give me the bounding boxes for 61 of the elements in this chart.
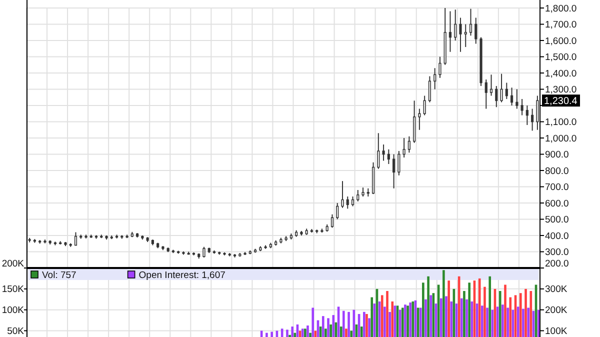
candlestick: [520, 98, 524, 116]
candlestick: [454, 9, 457, 41]
y2-tick-label: 300K: [545, 284, 568, 296]
legend-label: Open Interest: 1,607: [138, 270, 226, 281]
candlestick: [356, 190, 360, 202]
candlestick: [438, 56, 442, 78]
y-tick-label: 150K: [2, 284, 25, 296]
candlestick: [402, 138, 406, 158]
candlestick: [464, 24, 467, 48]
candlestick: [510, 87, 514, 106]
candlestick: [74, 232, 78, 246]
candlestick: [341, 180, 344, 208]
y-tick-label: 1,000.0: [545, 133, 577, 144]
y-tick-label: 600.0: [545, 198, 569, 210]
y-tick-label: 1,300.0: [545, 84, 577, 96]
candlestick: [448, 10, 452, 52]
candlestick: [531, 108, 534, 132]
candlestick: [505, 82, 508, 100]
y-tick-label: 1,600.0: [545, 36, 577, 47]
candlestick: [459, 17, 462, 52]
candlestick: [516, 88, 518, 110]
y-tick-label: 100K: [2, 305, 25, 316]
candlestick: [351, 196, 354, 207]
candlestick: [330, 214, 334, 228]
y-tick-label: 400.0: [545, 230, 569, 242]
candlestick: [202, 246, 206, 258]
candlestick: [346, 196, 349, 210]
candlestick: [382, 144, 385, 162]
candlestick: [490, 74, 493, 96]
candlestick: [387, 148, 390, 164]
y-tick-label: 700.0: [545, 182, 569, 194]
candlestick: [469, 8, 472, 36]
candlestick: [526, 105, 528, 126]
y-tick-label: 50K: [7, 326, 25, 337]
candlestick: [536, 95, 539, 130]
candlestick: [398, 150, 400, 176]
y-tick-label: 900.0: [545, 150, 569, 161]
candlestick: [377, 132, 380, 170]
candlestick: [474, 17, 478, 44]
y-tick-label: 800.0: [545, 166, 569, 177]
y-tick-label: 500.0: [545, 214, 569, 226]
candlestick: [434, 68, 436, 90]
candlestick: [500, 73, 503, 103]
y-tick-label: 200.0: [545, 258, 569, 270]
candlestick: [392, 154, 396, 189]
candlestick: [423, 95, 426, 116]
annotation: 1,230.4: [544, 96, 578, 108]
y-tick-label: 300.0: [545, 247, 569, 258]
candlestick: [495, 86, 498, 108]
candlestick: [408, 136, 410, 154]
candlestick: [418, 108, 421, 130]
y-tick-label: 1,400.0: [545, 68, 577, 80]
candlestick: [484, 79, 488, 110]
y-tick-label: 200K: [2, 258, 25, 270]
candlestick: [428, 76, 432, 103]
y-tick-label: 1,100.0: [545, 117, 577, 128]
candlestick: [336, 202, 339, 220]
legend-label: Vol: 757: [42, 270, 76, 281]
y-tick-label: 1,700.0: [545, 20, 577, 31]
y-tick-label: 1,500.0: [545, 52, 577, 64]
y-tick-label: 1,800.0: [545, 3, 577, 14]
